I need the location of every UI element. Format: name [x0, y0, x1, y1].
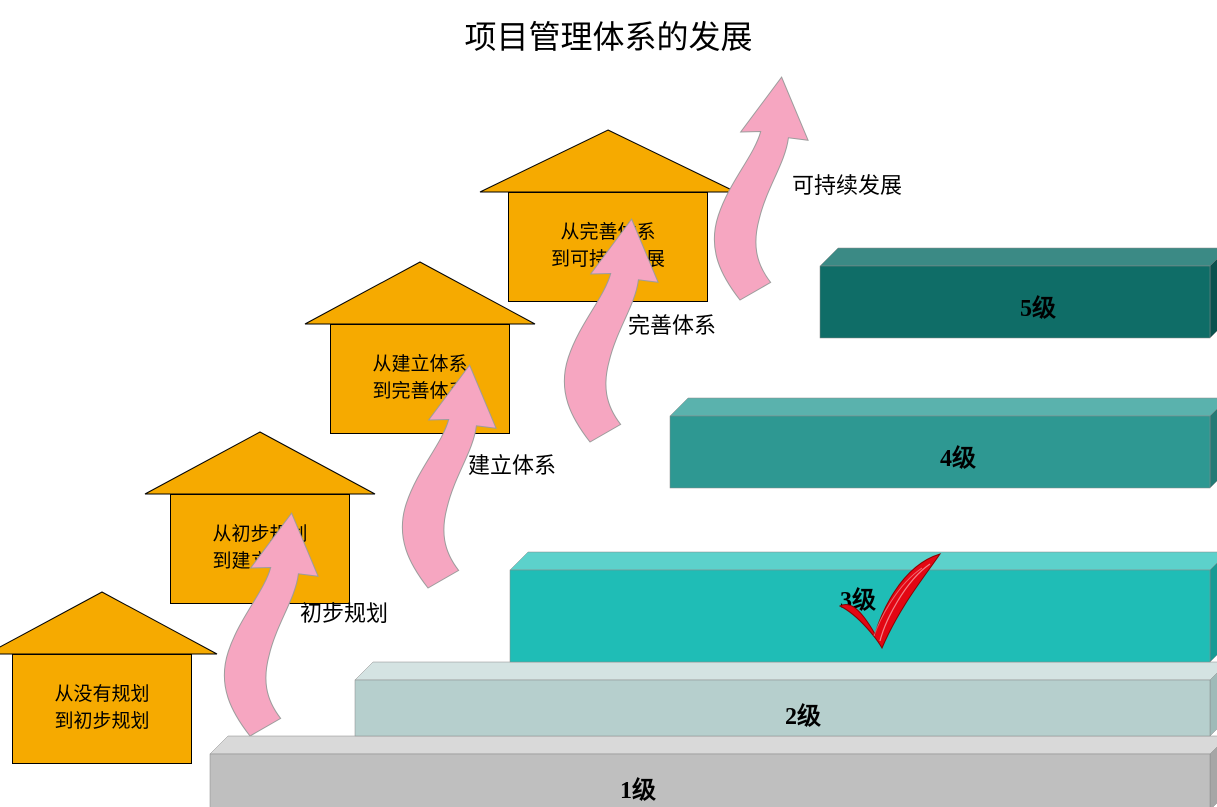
step-block-1 — [210, 754, 1210, 807]
step-label-1: 1级 — [620, 770, 656, 805]
arrow-label-3: 完善体系 — [628, 308, 716, 340]
house-line2: 到初步规划 — [54, 709, 149, 736]
step-label-4: 4级 — [940, 438, 976, 473]
arrow-4 — [720, 120, 920, 325]
house-body: 从没有规划到初步规划 — [12, 654, 192, 764]
arrow-label-4: 可持续发展 — [792, 168, 902, 200]
step-block-2 — [355, 680, 1210, 754]
arrow-1 — [230, 556, 430, 761]
arrow-label-2: 建立体系 — [468, 448, 556, 480]
step-front — [210, 754, 1210, 807]
step-label-2: 2级 — [785, 696, 821, 731]
house-line1: 从没有规划 — [54, 682, 149, 709]
arrow-label-1: 初步规划 — [300, 596, 388, 628]
step-front — [355, 680, 1210, 736]
checkmark-icon — [830, 546, 950, 656]
diagram-stage: 项目管理体系的发展 1级2级3级4级5级 从没有规划到初步规划从初步规划到建立体… — [0, 0, 1217, 807]
page-title: 项目管理体系的发展 — [0, 12, 1217, 58]
step-label-5: 5级 — [1020, 288, 1056, 323]
